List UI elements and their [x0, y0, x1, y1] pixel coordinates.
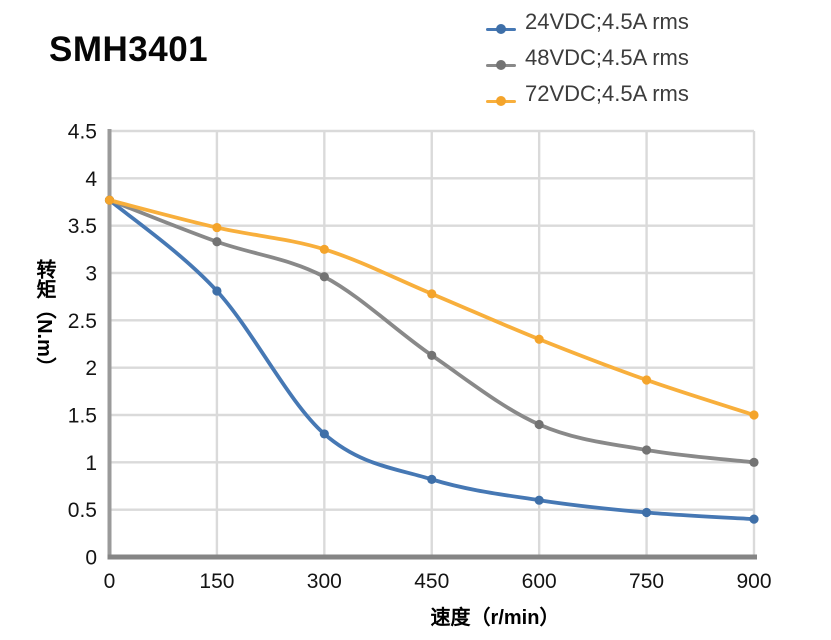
x-axis-label: 速度（r/min）	[430, 607, 560, 629]
data-point-marker-series-2	[641, 375, 652, 385]
data-point-marker-series-2	[319, 244, 329, 254]
legend-marker-icon	[486, 94, 516, 108]
legend-item-label: 72VDC;4.5A rms	[525, 81, 689, 106]
data-point-marker-series-1	[641, 445, 652, 455]
x-tick-label: 0	[104, 570, 116, 593]
x-tick-label: 900	[736, 570, 771, 593]
x-tick-label: 450	[414, 570, 449, 593]
y-tick-label: 4.5	[68, 121, 97, 144]
legend-item-1: 48VDC;4.5A rms	[486, 40, 689, 76]
x-tick-label: 600	[522, 570, 557, 593]
data-point-marker-series-1	[212, 237, 222, 247]
legend-marker-dot	[496, 24, 506, 34]
data-point-marker-series-0	[749, 514, 759, 524]
data-point-marker-series-0	[641, 507, 652, 518]
data-point-marker-series-1	[319, 272, 329, 282]
y-tick-label: 2.5	[68, 310, 97, 333]
data-point-marker-series-2	[104, 195, 115, 205]
legend-marker-dot	[496, 60, 506, 70]
x-tick-label: 150	[199, 570, 234, 593]
legend-marker-icon	[486, 58, 516, 72]
legend: 24VDC;4.5A rms 48VDC;4.5A rms 72VDC;4.5A r…	[486, 4, 689, 112]
y-tick-label: 3	[85, 263, 97, 286]
y-tick-label: 1	[85, 452, 97, 475]
data-point-marker-series-2	[534, 334, 544, 344]
data-point-marker-series-0	[319, 429, 329, 439]
legend-item-label: 48VDC;4.5A rms	[525, 45, 689, 70]
y-tick-label: 2	[85, 357, 97, 380]
data-point-marker-series-0	[534, 495, 544, 505]
data-point-marker-series-1	[427, 350, 437, 360]
y-tick-label: 3.5	[68, 215, 97, 238]
y-axis-label: 转矩（N.m）	[33, 259, 55, 377]
data-point-marker-series-2	[212, 222, 222, 233]
y-tick-label: 4	[85, 168, 97, 191]
data-point-marker-series-0	[212, 286, 222, 296]
y-tick-label: 1.5	[68, 405, 97, 428]
y-tick-label: 0	[85, 547, 97, 570]
chart-title: SMH3401	[49, 30, 209, 69]
data-point-marker-series-2	[749, 410, 759, 420]
x-tick-label: 750	[629, 570, 664, 593]
legend-marker-dot	[496, 96, 506, 106]
data-point-marker-series-2	[427, 289, 437, 299]
x-tick-label: 300	[307, 570, 342, 593]
data-point-marker-series-0	[427, 474, 437, 484]
legend-item-2: 72VDC;4.5A rms	[486, 76, 689, 112]
legend-item-0: 24VDC;4.5A rms	[486, 4, 689, 40]
legend-item-label: 24VDC;4.5A rms	[525, 9, 689, 34]
data-point-marker-series-1	[534, 419, 544, 430]
y-tick-label: 0.5	[68, 499, 97, 522]
legend-marker-icon	[486, 22, 516, 36]
data-point-marker-series-1	[749, 457, 759, 467]
